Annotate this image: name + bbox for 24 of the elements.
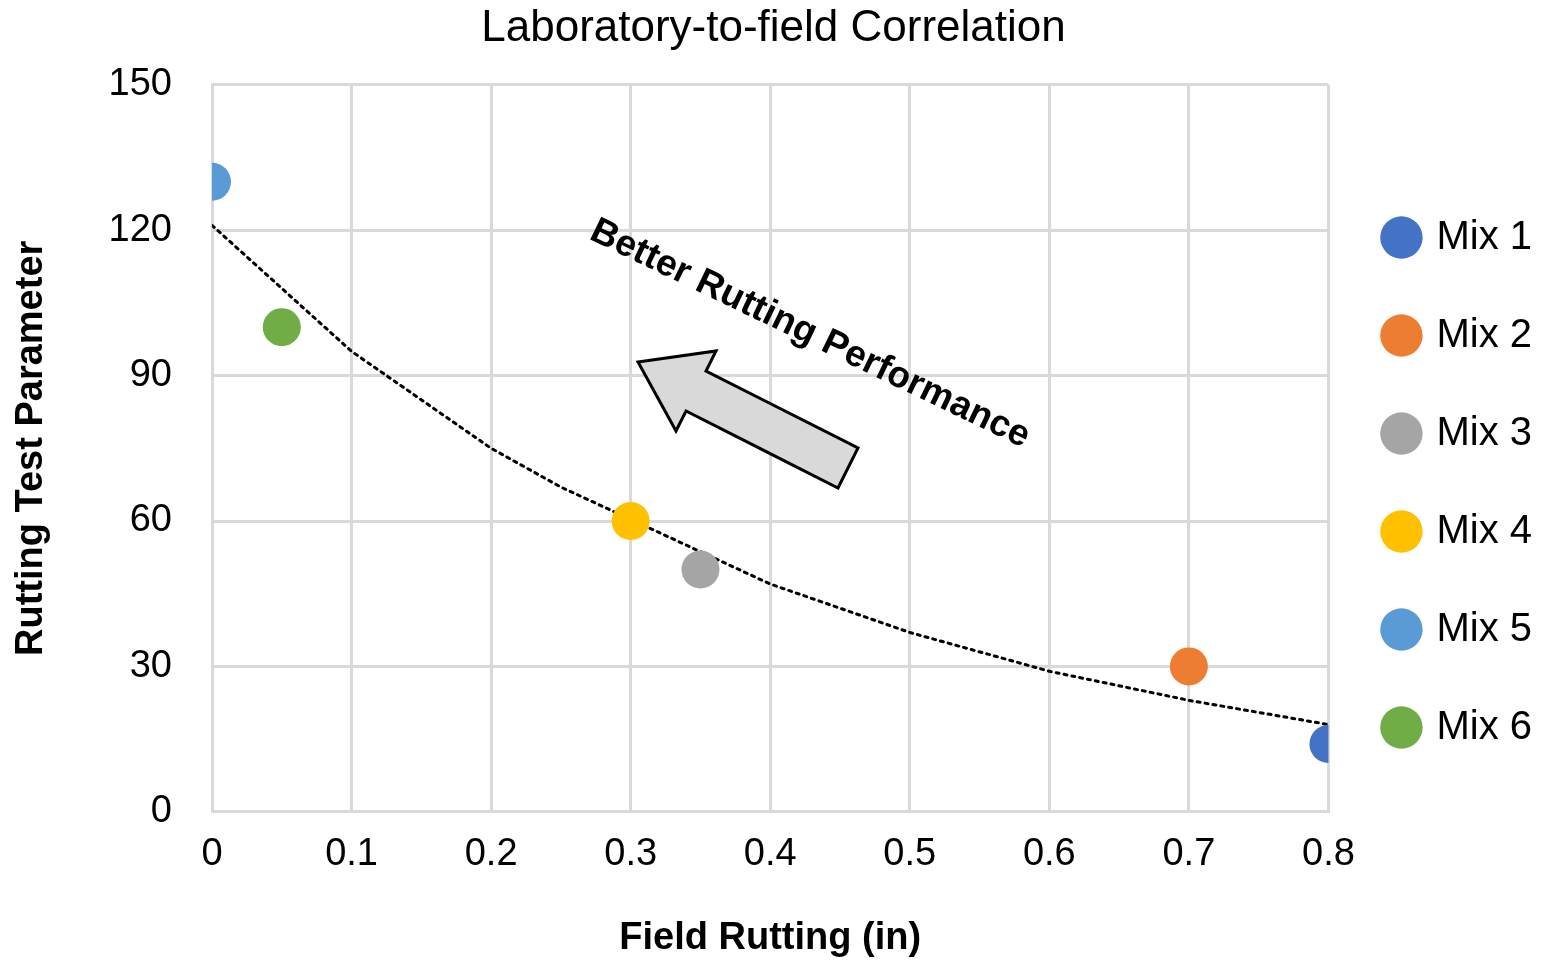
- y-tick-label: 0: [150, 788, 172, 831]
- x-tick-label: 0.1: [325, 831, 378, 874]
- legend-label: Mix 1: [1436, 212, 1533, 257]
- x-tick-label: 0: [201, 831, 223, 874]
- x-axis-title: Field Rutting (in): [619, 914, 922, 957]
- legend-label: Mix 5: [1436, 604, 1533, 649]
- y-tick-label: 120: [108, 206, 172, 249]
- legend-label: Mix 2: [1436, 310, 1533, 355]
- legend-label: Mix 3: [1436, 408, 1533, 453]
- x-tick-label: 0.7: [1162, 831, 1216, 874]
- y-tick-label: 60: [129, 497, 172, 540]
- x-tick-label: 0.2: [464, 831, 518, 874]
- y-tick-label: 90: [129, 352, 172, 395]
- x-tick-label: 0.5: [883, 831, 937, 874]
- legend-label: Mix 4: [1436, 506, 1533, 551]
- x-tick-label: 0.4: [743, 831, 797, 874]
- x-tick-label: 0.3: [604, 831, 658, 874]
- chart-title: Laboratory-to-field Correlation: [481, 0, 1066, 50]
- legend-label: Mix 6: [1436, 702, 1533, 747]
- x-tick-label: 0.8: [1302, 831, 1355, 874]
- x-tick-label: 0.6: [1022, 831, 1076, 874]
- y-tick-label: 30: [129, 642, 172, 685]
- y-tick-label: 150: [108, 61, 172, 104]
- y-axis-title: Rutting Test Parameter: [8, 240, 51, 656]
